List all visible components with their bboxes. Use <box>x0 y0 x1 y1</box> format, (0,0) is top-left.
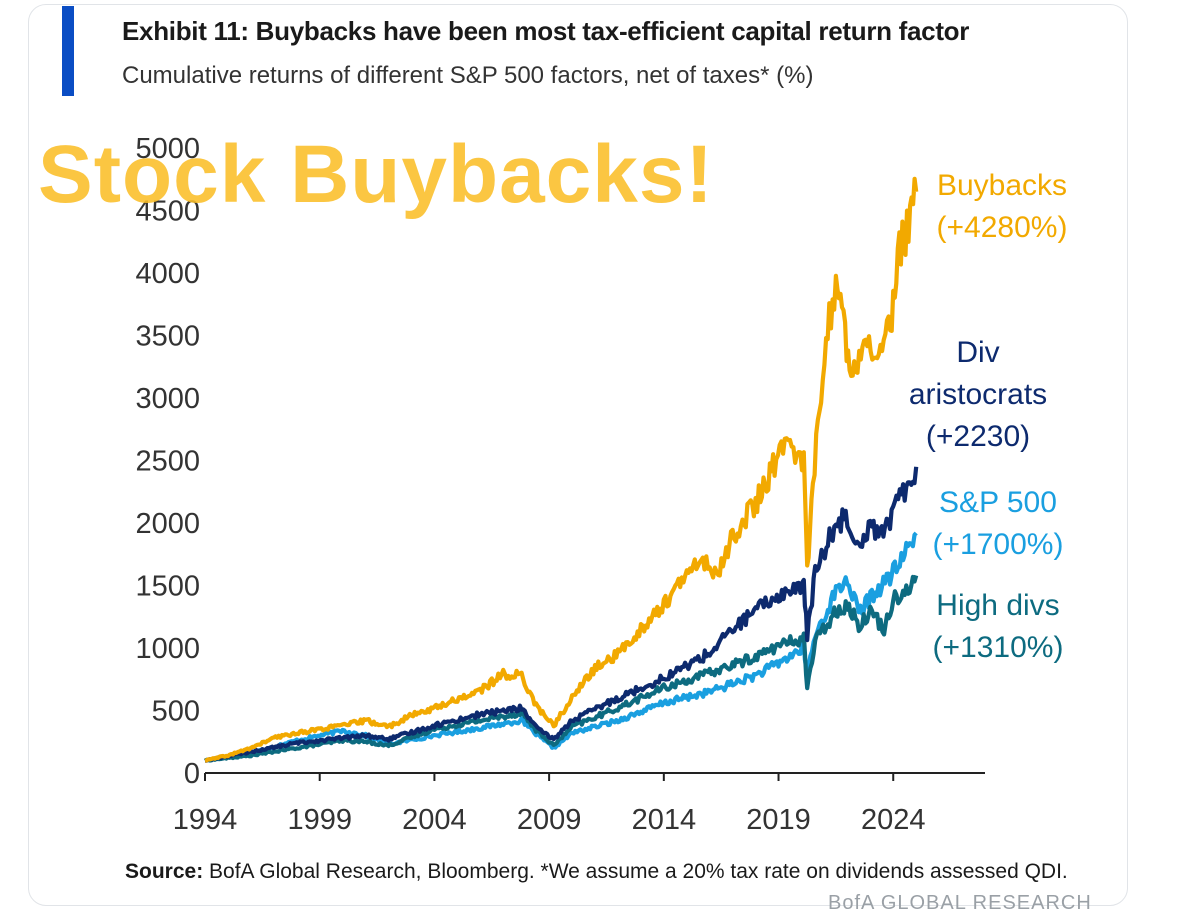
overlay-caption: Stock Buybacks! <box>38 129 714 220</box>
y-tick-label: 3500 <box>135 321 200 353</box>
x-tick-label: 2024 <box>861 804 926 836</box>
source-label: Source: <box>125 860 204 883</box>
x-tick-label: 2014 <box>632 804 697 836</box>
series-label-div-aristocrats: (+2230) <box>926 420 1030 453</box>
y-tick-label: 3000 <box>135 383 200 415</box>
x-tick-label: 1994 <box>173 804 238 836</box>
x-tick-label: 2004 <box>402 804 467 836</box>
series-line-div-aristocrats <box>204 466 919 763</box>
series-label-high-divs: (+1310%) <box>933 631 1064 664</box>
series-label-div-aristocrats: Div <box>956 336 999 369</box>
series-label-buybacks: Buybacks <box>937 169 1067 202</box>
series-label-s-p-500: S&P 500 <box>939 486 1057 519</box>
y-tick-label: 1500 <box>135 571 200 603</box>
x-tick-label: 2019 <box>746 804 811 836</box>
y-tick-label: 0 <box>184 758 200 790</box>
source-text: BofA Global Research, Bloomberg. *We ass… <box>209 860 1068 883</box>
series-line-buybacks <box>204 176 919 763</box>
x-axis-ticks: 1994 1999 2004 2009 2014 2019 2024 <box>173 773 926 836</box>
exhibit-title: Exhibit 11: Buybacks have been most tax-… <box>122 16 970 46</box>
x-tick-label: 2009 <box>517 804 582 836</box>
y-tick-label: 4000 <box>135 258 200 290</box>
series-lines <box>203 176 919 763</box>
series-line-s-p-500 <box>203 531 918 763</box>
series-labels: Buybacks (+4280%) Div aristocrats (+2230) S&P… <box>909 169 1068 664</box>
source-note: Source: BofA Global Research, Bloomberg.… <box>125 860 1068 884</box>
y-tick-label: 5000 <box>135 133 200 165</box>
y-tick-label: 2000 <box>135 508 200 540</box>
x-tick-label: 1999 <box>287 804 352 836</box>
series-label-buybacks: (+4280%) <box>937 211 1068 244</box>
y-tick-label: 1000 <box>135 633 200 665</box>
bofa-watermark: BofA GLOBAL RESEARCH <box>828 892 1092 914</box>
chart-card <box>28 4 1128 906</box>
y-axis-ticks: 0 500 1000 1500 2000 2500 3000 3500 4000 4500 5000 <box>135 133 200 790</box>
exhibit-subtitle: Cumulative returns of different S&P 500 … <box>122 62 814 89</box>
series-label-div-aristocrats: aristocrats <box>909 378 1047 411</box>
y-tick-label: 2500 <box>135 446 200 478</box>
exhibit-accent-bar <box>62 6 74 96</box>
y-tick-label: 500 <box>152 696 200 728</box>
y-tick-label: 4500 <box>135 196 200 228</box>
series-label-s-p-500: (+1700%) <box>933 528 1064 561</box>
series-label-high-divs: High divs <box>936 589 1059 622</box>
